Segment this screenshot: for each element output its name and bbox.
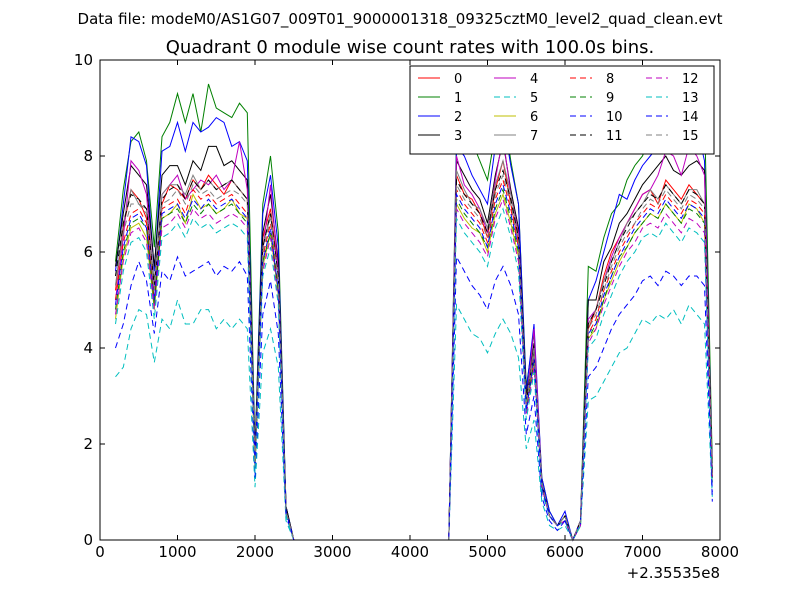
x-offset-label: +2.35535e8 <box>627 564 720 582</box>
legend-label-8: 8 <box>606 72 614 87</box>
legend-label-0: 0 <box>454 72 462 87</box>
series-line-15 <box>115 173 713 542</box>
legend-box <box>409 65 715 155</box>
series-line-9 <box>115 188 713 542</box>
x-tick-label: 8000 <box>701 543 739 561</box>
y-tick-label: 0 <box>83 531 93 549</box>
y-tick-label: 2 <box>83 435 93 453</box>
legend-label-1: 1 <box>454 91 462 106</box>
legend-label-15: 15 <box>682 129 699 144</box>
y-tick-label: 10 <box>74 51 93 69</box>
x-axis: 0 1000 2000 3000 4000 5000 6000 7000 8000 <box>95 60 739 561</box>
series-line-0 <box>115 160 713 542</box>
legend-label-3: 3 <box>454 129 462 144</box>
legend-label-14: 14 <box>682 110 699 125</box>
legend-label-11: 11 <box>606 129 623 144</box>
legend-label-6: 6 <box>530 110 538 125</box>
legend-label-9: 9 <box>606 91 614 106</box>
series-line-5 <box>115 298 713 542</box>
chart-title: Quadrant 0 module wise count rates with … <box>166 37 655 58</box>
y-tick-label: 4 <box>83 339 93 357</box>
legend-label-7: 7 <box>530 129 538 144</box>
x-tick-label: 3000 <box>313 543 351 561</box>
legend-label-12: 12 <box>682 72 699 87</box>
y-tick-label: 6 <box>83 243 93 261</box>
x-tick-label: 1000 <box>158 543 196 561</box>
series-line-7 <box>115 158 713 542</box>
x-tick-label: 6000 <box>546 543 584 561</box>
x-tick-label: 2000 <box>236 543 274 561</box>
series-line-14 <box>115 183 713 542</box>
series-line-4 <box>115 136 713 542</box>
series-line-12 <box>115 197 713 542</box>
legend-label-10: 10 <box>606 110 623 125</box>
x-tick-label: 7000 <box>623 543 661 561</box>
series-line-13 <box>115 207 713 542</box>
series-line-8 <box>115 178 713 542</box>
x-tick-label: 5000 <box>468 543 506 561</box>
x-tick-label: 4000 <box>391 543 429 561</box>
legend-label-2: 2 <box>454 110 462 125</box>
legend-label-4: 4 <box>530 72 538 87</box>
legend-label-5: 5 <box>530 91 538 106</box>
x-tick-label: 0 <box>95 543 105 561</box>
series-line-10 <box>115 254 713 542</box>
series-line-3 <box>115 141 713 542</box>
figure-suptitle: Data file: modeM0/AS1G07_009T01_90000013… <box>78 10 723 29</box>
legend-label-13: 13 <box>682 91 699 106</box>
y-tick-label: 8 <box>83 147 93 165</box>
